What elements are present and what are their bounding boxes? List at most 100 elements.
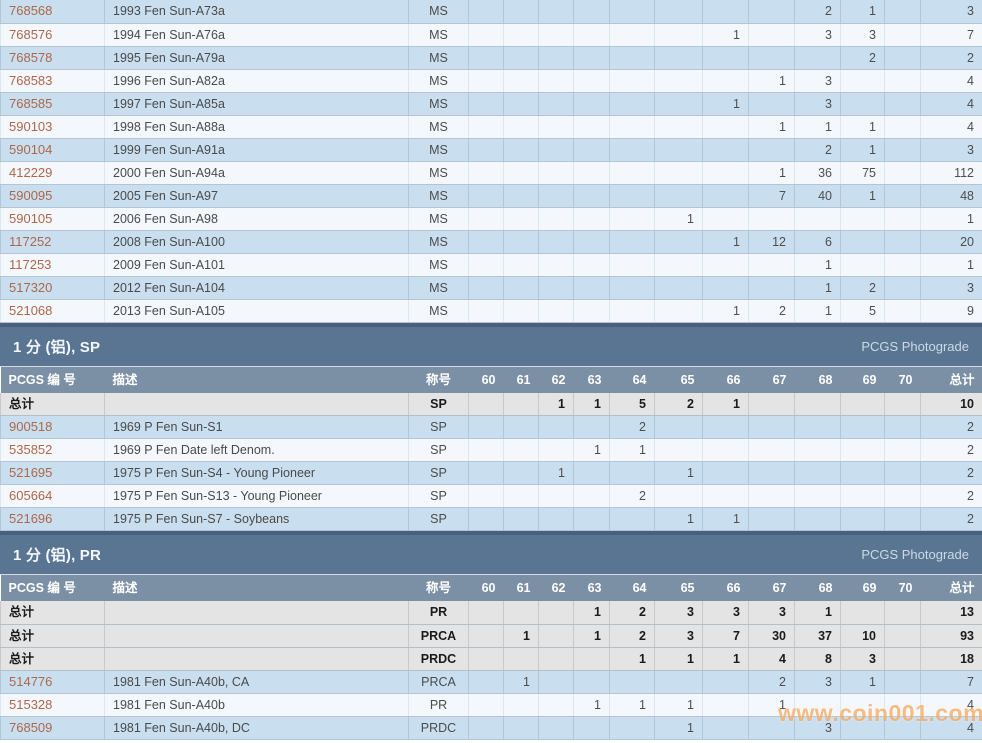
designation-cell: MS: [408, 92, 469, 116]
grade-60-cell: [468, 484, 504, 508]
grade-63-cell: 1: [573, 601, 610, 625]
pcgs-number-link[interactable]: 768509: [9, 719, 53, 735]
pcgs-number-cell: 515328: [0, 693, 105, 717]
pcgs-number-link[interactable]: 590103: [9, 118, 53, 134]
grade-70-cell: [884, 161, 921, 185]
designation-cell: MS: [408, 299, 469, 323]
grade-69-cell: [840, 693, 885, 717]
pcgs-number-link[interactable]: 768576: [9, 26, 53, 42]
grade-68-cell: [794, 392, 841, 416]
grade-70-cell: [884, 0, 921, 24]
grade-63-cell: [573, 138, 610, 162]
grade-63-cell: [573, 670, 610, 694]
designation-cell: MS: [408, 230, 469, 254]
pcgs-number-link[interactable]: 515328: [9, 696, 53, 712]
grade-65-cell: 3: [654, 624, 703, 648]
grade-61-cell: [503, 484, 539, 508]
header-grade-66: 66: [702, 575, 749, 601]
grade-63-cell: [573, 253, 610, 277]
designation-cell: MS: [408, 184, 469, 208]
pcgs-number-link[interactable]: 768583: [9, 72, 53, 88]
grade-61-cell: [503, 207, 539, 231]
grade-63-cell: [573, 647, 610, 671]
grade-68-cell: 37: [794, 624, 841, 648]
grade-64-cell: [609, 161, 655, 185]
pcgs-number-link[interactable]: 117252: [9, 233, 52, 249]
grade-60-cell: [468, 601, 504, 625]
grade-62-cell: [538, 0, 574, 24]
pcgs-number-link[interactable]: 768585: [9, 95, 53, 111]
designation-cell: PRDC: [408, 716, 469, 740]
pcgs-number-link[interactable]: 514776: [9, 673, 53, 689]
pcgs-number-cell: 900518: [0, 415, 105, 439]
grade-60-cell: [468, 161, 504, 185]
grade-66-cell: [702, 0, 749, 24]
grade-66-cell: 1: [702, 92, 749, 116]
grade-66-cell: [702, 438, 749, 462]
grade-61-cell: [503, 415, 539, 439]
grade-70-cell: [884, 392, 921, 416]
grade-62-cell: [538, 693, 574, 717]
pcgs-number-link[interactable]: 900518: [9, 419, 53, 434]
grade-70-cell: [884, 415, 921, 439]
designation-cell: PRDC: [408, 647, 469, 671]
grade-65-cell: 3: [654, 601, 703, 625]
pcgs-number-cell: 768509: [0, 716, 105, 740]
grade-65-cell: [654, 484, 703, 508]
grade-68-cell: 3: [794, 716, 841, 740]
grade-67-cell: [748, 138, 795, 162]
row-total-cell: 18: [920, 647, 982, 671]
pcgs-number-cell: 590103: [0, 115, 105, 139]
pcgs-number-link[interactable]: 535852: [9, 442, 53, 457]
pcgs-number-link[interactable]: 768578: [9, 49, 53, 65]
grade-67-cell: [748, 92, 795, 116]
grade-69-cell: 1: [840, 670, 885, 694]
grade-62-cell: [538, 670, 574, 694]
row-total-cell: 4: [920, 115, 982, 139]
grade-64-cell: 2: [609, 484, 655, 508]
pcgs-number-link[interactable]: 590104: [9, 141, 53, 157]
pcgs-number-link[interactable]: 590105: [9, 210, 53, 226]
description-cell: 1975 P Fen Sun-S13 - Young Pioneer: [104, 484, 409, 508]
table-row: 535852 1969 P Fen Date left Denom. SP 1 1 2: [0, 438, 982, 462]
grade-66-cell: [702, 115, 749, 139]
grade-69-cell: [840, 716, 885, 740]
pcgs-number-link[interactable]: 412229: [9, 164, 53, 180]
pcgs-number-cell: 535852: [0, 438, 105, 462]
grade-64-cell: [609, 670, 655, 694]
grade-67-cell: 2: [748, 299, 795, 323]
row-total-cell: 13: [920, 601, 982, 625]
designation-cell: MS: [408, 46, 469, 70]
grade-68-cell: [794, 415, 841, 439]
pcgs-number-link[interactable]: 605664: [9, 488, 53, 503]
description-cell: 1996 Fen Sun-A82a: [104, 69, 409, 93]
grade-62-cell: [538, 438, 574, 462]
grade-70-cell: [884, 670, 921, 694]
grade-63-cell: 1: [573, 624, 610, 648]
pcgs-number-link[interactable]: 117253: [9, 256, 52, 272]
pcgs-number-link[interactable]: 521696: [9, 511, 53, 526]
column-header-row: PCGS 编 号描述 称号 60 61 62 63 64 65 66 67 68 69 70 总计: [0, 366, 982, 393]
grade-70-cell: [884, 207, 921, 231]
pcgs-number-link[interactable]: 590095: [9, 187, 53, 203]
pcgs-number-link[interactable]: 768568: [9, 3, 53, 19]
grade-67-cell: [748, 507, 795, 531]
photograde-link[interactable]: PCGS Photograde: [861, 547, 969, 562]
pcgs-number-link[interactable]: 521695: [9, 465, 53, 480]
row-total-cell: 93: [920, 624, 982, 648]
grade-61-cell: [503, 161, 539, 185]
grade-64-cell: 1: [609, 647, 655, 671]
row-total-cell: 48: [920, 184, 982, 208]
grade-69-cell: 1: [840, 0, 885, 24]
grade-62-cell: [538, 601, 574, 625]
row-total-cell: 3: [920, 138, 982, 162]
photograde-link[interactable]: PCGS Photograde: [861, 338, 969, 354]
totals-row: 总计 PR 1 2 3 3 3 1 13: [0, 601, 982, 625]
pcgs-number-link[interactable]: 521068: [9, 302, 53, 318]
table-row: 117252 2008 Fen Sun-A100 MS 1 12 6 20: [0, 230, 982, 254]
grade-62-cell: [538, 207, 574, 231]
grade-69-cell: [840, 69, 885, 93]
grade-70-cell: [884, 92, 921, 116]
pcgs-number-link[interactable]: 517320: [9, 279, 53, 295]
